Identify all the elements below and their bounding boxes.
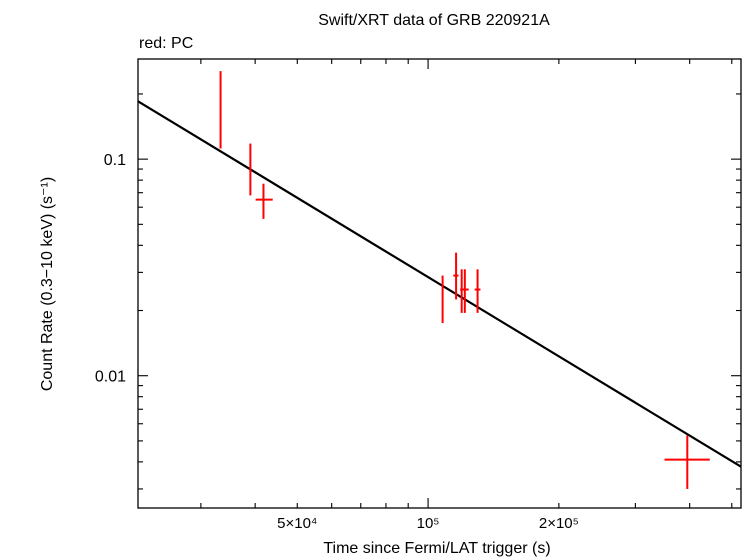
y-axis-label: Count Rate (0.3−10 keV) (s⁻¹) <box>39 177 56 391</box>
y-tick-label: 0.01 <box>95 369 126 386</box>
x-tick-label: 2×10⁵ <box>539 515 579 532</box>
x-tick-label: 5×10⁴ <box>277 515 317 532</box>
chart-subtitle: red: PC <box>139 35 193 52</box>
data-point <box>255 183 273 219</box>
data-point <box>474 269 481 313</box>
chart-title: Swift/XRT data of GRB 220921A <box>318 12 550 29</box>
data-point <box>453 252 459 300</box>
data-point <box>441 275 444 324</box>
data-point <box>460 269 464 313</box>
x-tick-label: 10⁵ <box>417 515 440 532</box>
data-point <box>664 435 710 489</box>
x-axis-label: Time since Fermi/LAT trigger (s) <box>323 540 550 557</box>
axis-ticks: 0.1 0.01 5×10⁴ 10⁵ 2×10⁵ <box>95 59 741 532</box>
data-point <box>249 143 252 196</box>
data-points <box>219 71 710 489</box>
model-fit <box>137 100 742 468</box>
data-point <box>462 269 469 313</box>
plot-frame <box>137 58 742 509</box>
model-line <box>137 100 742 468</box>
y-tick-label: 0.1 <box>104 152 126 169</box>
data-point <box>219 71 222 149</box>
